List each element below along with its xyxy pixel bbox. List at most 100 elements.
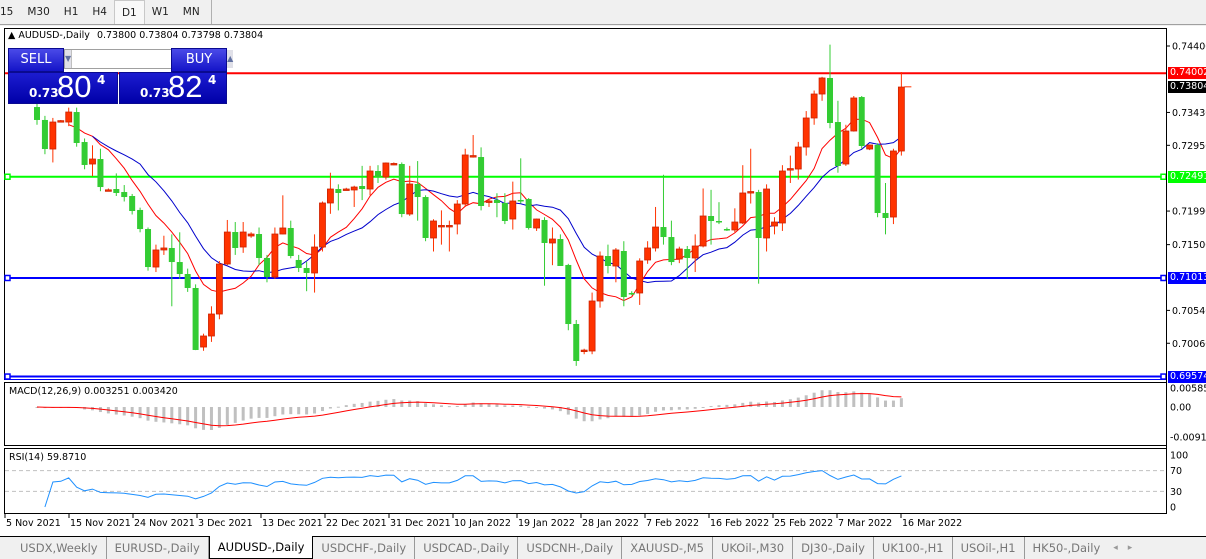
candle-body (802, 117, 810, 148)
candle-body (580, 349, 588, 353)
macd-histogram-bar (741, 402, 745, 407)
tab-usdchf[interactable]: USDCHF-,Daily (313, 537, 416, 559)
tab-dj30[interactable]: DJ30-,Daily (793, 537, 874, 559)
timeframe-m15[interactable]: 15 (0, 6, 14, 18)
collapse-triangle-icon[interactable]: ▲ (8, 30, 16, 41)
macd-histogram-bar (305, 407, 309, 415)
tab-uk100[interactable]: UK100-,H1 (874, 537, 953, 559)
line-handle-right (1160, 173, 1167, 181)
candle (699, 188, 707, 248)
candle-body (478, 157, 485, 206)
candle (295, 254, 302, 273)
candle (129, 193, 136, 215)
macd-histogram-bar (630, 407, 634, 417)
price-chart[interactable]: 0.744000.734300.729500.719900.715000.705… (0, 0, 1206, 536)
ohlc-readout: 0.73800 0.73804 0.73798 0.73804 (96, 30, 264, 41)
macd-histogram-bar (574, 407, 578, 419)
candle-body (573, 324, 580, 361)
tabs-scroll-left-icon[interactable]: ◂ (1113, 543, 1118, 553)
candle (319, 201, 326, 252)
macd-signal-line (36, 393, 902, 427)
timeframe-w1[interactable]: W1 (151, 6, 169, 18)
timeframe-h4[interactable]: H4 (92, 6, 107, 18)
buy-button[interactable]: BUY (171, 48, 227, 72)
tab-eurusd[interactable]: EURUSD-,Daily (107, 537, 209, 559)
buy-price[interactable]: 0.73 82 4 (119, 69, 227, 104)
candle-body (81, 142, 88, 165)
tab-hk50[interactable]: HK50-,Daily (1032, 541, 1101, 555)
macd-histogram-bar (336, 406, 340, 408)
macd-histogram-bar (186, 407, 190, 426)
macd-histogram-bar (717, 405, 721, 407)
macd-histogram-bar (788, 399, 792, 407)
macd-tick-label: 0.00585 (1170, 384, 1206, 395)
macd-histogram-bar (138, 407, 142, 419)
candle-body (549, 238, 556, 244)
candle (113, 173, 120, 196)
macd-tick-label: 0.00 (1170, 403, 1191, 414)
candle-body (866, 144, 874, 150)
sell-button[interactable]: SELL (8, 48, 64, 72)
candle-body (509, 200, 517, 220)
date-label: 22 Dec 2021 (326, 518, 387, 529)
candle (517, 158, 524, 204)
timeframe-group: 15 M30 H1 H4 D1 W1 MN (0, 0, 212, 24)
candle-body (779, 170, 786, 224)
candle (644, 241, 652, 264)
tab-usoil[interactable]: USOil-,H1 (953, 537, 1025, 559)
one-click-trading-panel: SELL ▼ ▲ BUY 0.73 80 4 0.73 82 4 (8, 48, 234, 104)
candle (850, 96, 858, 132)
tab-usdcnh[interactable]: USDCNH-,Daily (518, 537, 623, 559)
candle-body (382, 162, 390, 178)
candle-body (612, 249, 620, 267)
macd-histogram-bar (725, 404, 729, 407)
candle-body (525, 199, 532, 228)
macd-histogram-bar (122, 407, 126, 416)
buy-price-pip: 4 (208, 73, 217, 87)
candle (311, 234, 318, 293)
macd-histogram-bar (646, 407, 650, 414)
timeframe-d1[interactable]: D1 (113, 0, 145, 24)
chart-title: ▲ AUDUSD-,Daily 0.73800 0.73804 0.73798 … (8, 30, 263, 41)
sell-price[interactable]: 0.73 80 4 (8, 69, 118, 104)
candle-body (303, 267, 310, 273)
macd-histogram-bar (368, 401, 372, 407)
tabs-scroll-right-icon[interactable]: ▸ (1127, 543, 1133, 553)
candle-body (469, 155, 477, 158)
rsi-label: RSI(14) 59.8710 (9, 452, 86, 463)
candle-body (137, 209, 144, 230)
level-price-label: 0.69574 (1168, 370, 1206, 383)
candle (200, 333, 207, 351)
macd-histogram-bar (677, 407, 681, 410)
candle-body (810, 93, 818, 119)
tab-audusd[interactable]: AUDUSD-,Daily (208, 536, 314, 559)
tab-usdcad[interactable]: USDCAD-,Daily (415, 537, 519, 559)
candle (192, 284, 199, 351)
candle (215, 261, 223, 320)
candle (573, 319, 580, 366)
tab-xauusd[interactable]: XAUUSD-,M5 (622, 537, 713, 559)
candle-body (771, 221, 778, 227)
tab-ukoil[interactable]: UKOil-,M30 (713, 537, 794, 559)
timeframe-m30[interactable]: M30 (27, 6, 50, 18)
candle (660, 174, 667, 245)
timeframe-h1[interactable]: H1 (63, 6, 79, 18)
date-label: 24 Nov 2021 (134, 518, 195, 529)
rsi-tick-label: 70 (1170, 466, 1182, 477)
lot-decrease-icon[interactable]: ▼ (65, 50, 73, 68)
candle-body (691, 245, 699, 259)
macd-histogram-bar (590, 407, 594, 422)
candle (57, 119, 65, 123)
candle-body (414, 184, 421, 198)
macd-histogram-bar (257, 407, 261, 418)
macd-histogram-bar (439, 405, 443, 407)
candle (350, 185, 358, 207)
tab-usdx[interactable]: USDX,Weekly (0, 537, 107, 559)
candle-body (65, 111, 73, 123)
candle-body (897, 86, 905, 152)
candle (335, 184, 342, 211)
candle (874, 143, 881, 218)
timeframe-mn[interactable]: MN (182, 6, 200, 18)
candle (256, 227, 263, 266)
lot-increase-icon[interactable]: ▲ (226, 50, 234, 68)
